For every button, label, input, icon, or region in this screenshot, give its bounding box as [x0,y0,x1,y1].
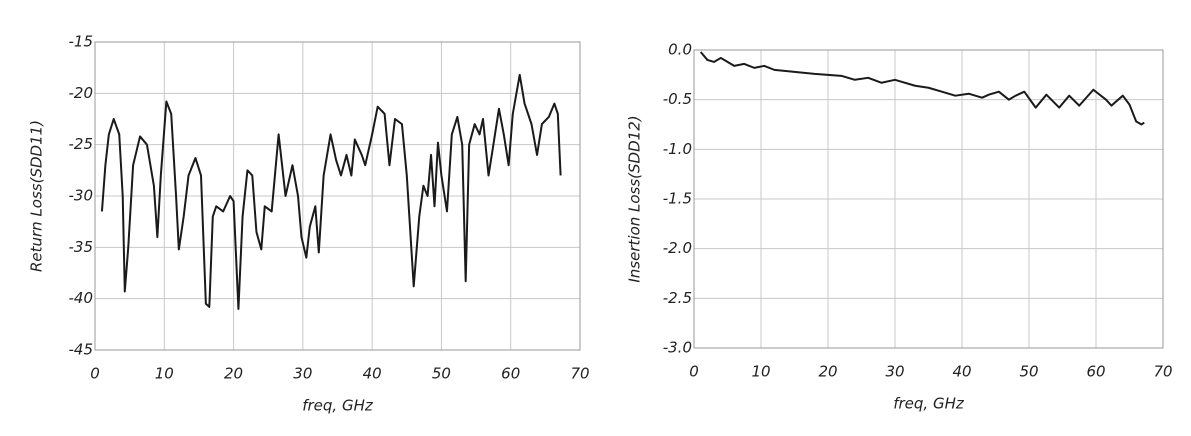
x-tick-label: 0 [689,363,699,381]
y-tick-label: 0.0 [668,41,692,59]
y-tick-label: -1.0 [663,140,692,158]
x-tick-label: 10 [751,363,770,381]
x-tick-label: 30 [293,365,312,383]
x-tick-label: 50 [1019,363,1038,381]
plot-frame [693,49,1164,349]
data-line [100,73,562,310]
x-tick-label: 20 [818,363,837,381]
y-tick-label: -30 [69,187,94,205]
data-line [699,51,1145,126]
x-axis-label: freq, GHz [302,397,374,415]
x-tick-label: 40 [363,365,382,383]
x-tick-label: 70 [570,365,589,383]
x-tick-label: 40 [952,363,971,381]
y-tick-label: -15 [69,33,94,51]
x-tick-label: 0 [90,365,100,383]
y-tick-label: -1.5 [663,190,692,208]
x-tick-label: 20 [224,365,243,383]
y-tick-label: -2.5 [663,289,692,307]
x-tick-label: 50 [432,365,451,383]
y-axis-label: Insertion Loss(SDD12) [626,115,644,282]
y-tick-label: -2.0 [663,239,692,257]
y-tick-label: -35 [69,238,94,256]
x-tick-label: 60 [1086,363,1105,381]
y-tick-label: -3.0 [663,339,692,357]
y-tick-label: -45 [69,341,94,359]
x-axis-label: freq, GHz [893,395,965,413]
x-tick-label: 30 [885,363,904,381]
chart: 0.0 -0.5 -1.0 -1.5 -2.0 -2.5 -3.0 0 10 20 30 40 50 60… [626,41,1173,413]
x-tick-label: 10 [155,365,174,383]
x-tick-label: 70 [1153,363,1172,381]
y-tick-label: -20 [69,84,94,102]
x-tick-label: 60 [501,365,520,383]
chart: -15 -20 -25 -30 -35 -40 -45 0 10 20 30 40 50 60 70 freq… [28,33,590,415]
y-tick-label: -0.5 [663,90,692,108]
y-tick-label: -40 [69,289,94,307]
plot-frame [94,41,581,351]
y-tick-label: -25 [69,135,94,153]
y-axis-label: Return Loss(SDD11) [28,120,46,272]
